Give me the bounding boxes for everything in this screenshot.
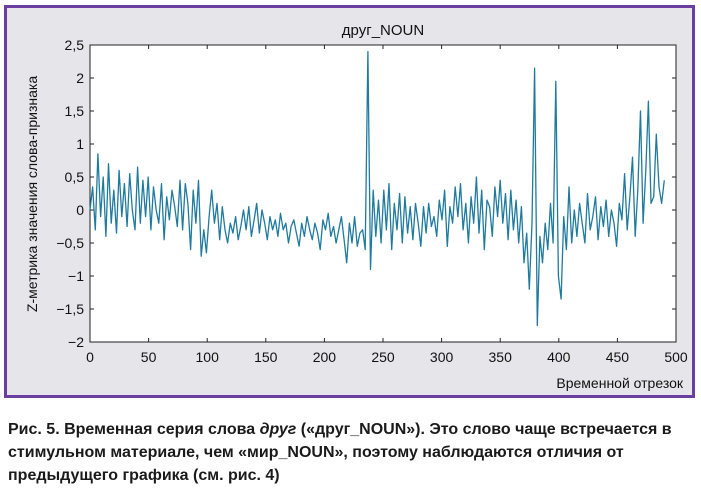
x-tick-label: 0 xyxy=(86,349,94,365)
caption-text-2: («друг_NOUN»). Это слово чаще встречаетс… xyxy=(8,421,672,484)
y-tick-label: −2 xyxy=(68,334,84,350)
x-tick-label: 250 xyxy=(371,349,395,365)
series-layer xyxy=(89,50,665,327)
x-tick-label: 100 xyxy=(196,349,220,365)
figure-frame: друг_NOUN Z-метрика значения слова-призн… xyxy=(4,5,695,398)
series-line xyxy=(89,50,665,327)
y-tick-label: 2 xyxy=(76,70,84,86)
figure-caption: Рис. 5. Временная серия слова друг («дру… xyxy=(8,418,688,487)
y-tick-label: −1,5 xyxy=(56,301,84,317)
x-tick-label: 500 xyxy=(664,349,688,365)
line-chart: друг_NOUN Z-метрика значения слова-призн… xyxy=(24,22,688,391)
x-tick-label: 400 xyxy=(547,349,571,365)
y-tick-label: −0,5 xyxy=(56,235,84,251)
y-tick-label: 1 xyxy=(76,136,84,152)
caption-text-1: Рис. 5. Временная серия слова xyxy=(8,421,260,438)
x-tick-label: 200 xyxy=(313,349,337,365)
y-tick-label: −1 xyxy=(68,268,84,284)
x-tick-label: 300 xyxy=(430,349,454,365)
x-tick-label: 350 xyxy=(489,349,513,365)
caption-word-italic: друг xyxy=(259,421,297,438)
x-tick-label: 50 xyxy=(141,349,157,365)
x-axis-label: Временной отрезок xyxy=(556,375,683,391)
y-tick-label: 0,5 xyxy=(65,169,85,185)
y-tick-label: 2,5 xyxy=(65,37,85,53)
axis-ticks: 0 50 100 150 200 250 300 350 400 450 500 2,5 2 1,5 1 0,… xyxy=(56,37,688,365)
x-tick-label: 150 xyxy=(254,349,278,365)
x-tick-label: 450 xyxy=(606,349,630,365)
chart-title: друг_NOUN xyxy=(342,22,424,39)
y-tick-label: 1,5 xyxy=(65,103,85,119)
y-axis-label: Z-метрика значения слова-признака xyxy=(24,76,40,312)
y-tick-label: 0 xyxy=(76,202,84,218)
